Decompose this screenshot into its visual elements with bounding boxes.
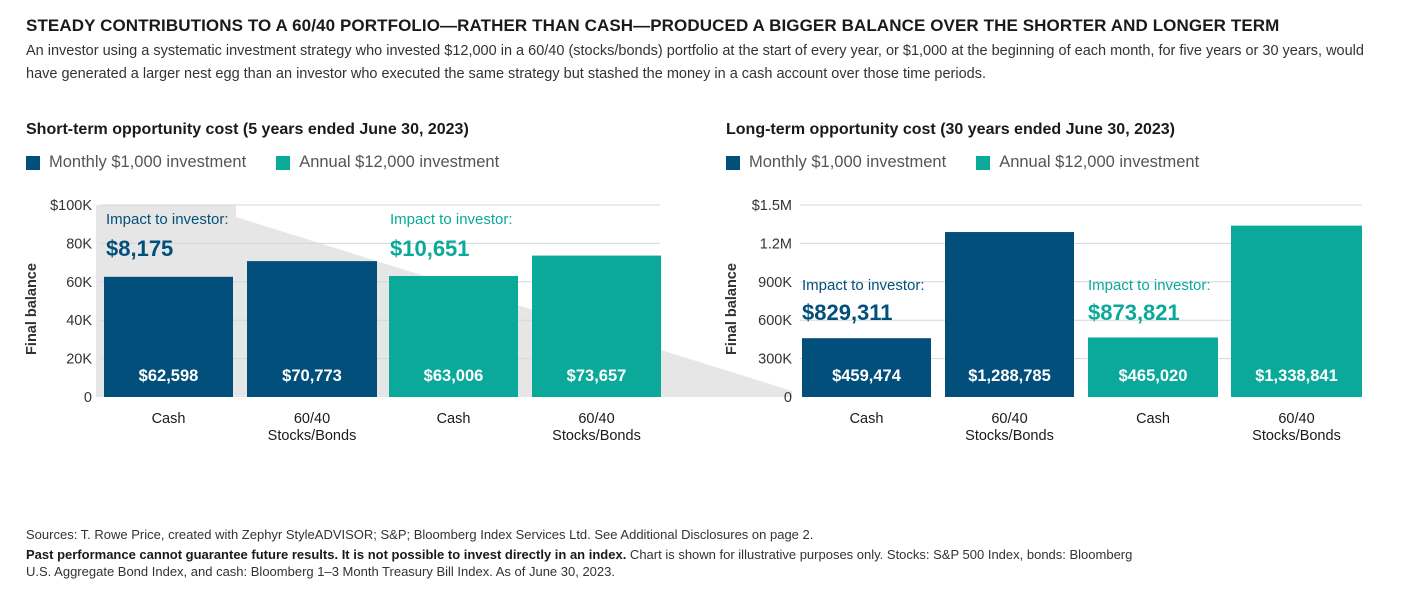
chart-short-term: 0 20K 40K 60K 80K $100K Final balance $62,598 Ca… bbox=[24, 198, 792, 444]
y-tick-label: 60K bbox=[66, 275, 92, 291]
bar-value-label: $62,598 bbox=[139, 367, 199, 385]
footer-disclaimer-rest: Chart is shown for illustrative purposes… bbox=[26, 547, 1133, 579]
legend-short-term: Monthly $1,000 investment Annual $12,000… bbox=[26, 153, 529, 172]
bar bbox=[247, 261, 377, 397]
y-tick-label: 600K bbox=[758, 313, 792, 329]
legend-label-monthly: Monthly $1,000 investment bbox=[749, 153, 947, 171]
legend-swatch-monthly bbox=[26, 155, 40, 170]
legend-swatch-monthly bbox=[726, 155, 740, 170]
y-tick-label: 20K bbox=[66, 352, 92, 368]
y-tick-label: 1.2M bbox=[760, 236, 792, 252]
annotation-value: $8,175 bbox=[106, 236, 173, 261]
bar bbox=[104, 276, 233, 397]
x-tick-label: Cash bbox=[437, 411, 471, 427]
bar bbox=[1088, 337, 1218, 397]
legend-label-monthly: Monthly $1,000 investment bbox=[49, 153, 247, 171]
annotation-value: $829,311 bbox=[802, 300, 893, 325]
footer-disclaimer-bold: Past performance cannot guarantee future… bbox=[26, 547, 627, 562]
x-tick-label: 60/40 bbox=[991, 411, 1027, 427]
legend-item-annual: Annual $12,000 investment bbox=[276, 153, 499, 172]
annotation-value: $873,821 bbox=[1088, 300, 1180, 325]
x-tick-label: Cash bbox=[850, 411, 884, 427]
annotation-label: Impact to investor: bbox=[106, 211, 229, 228]
annotation-label: Impact to investor: bbox=[390, 211, 513, 228]
legend-swatch-annual bbox=[276, 155, 291, 170]
bar-value-label: $465,020 bbox=[1119, 367, 1188, 385]
y-tick-label: 40K bbox=[66, 313, 92, 329]
chart-title-short-term: Short-term opportunity cost (5 years end… bbox=[26, 121, 469, 138]
y-tick-label: 900K bbox=[758, 275, 792, 291]
annotation-value: $10,651 bbox=[390, 236, 470, 261]
y-axis-label: Final balance bbox=[24, 263, 40, 355]
x-tick-label: Stocks/Bonds bbox=[1252, 428, 1341, 444]
y-tick-label: 80K bbox=[66, 236, 92, 252]
legend-item-monthly: Monthly $1,000 investment bbox=[26, 153, 246, 172]
x-tick-label: 60/40 bbox=[294, 411, 330, 427]
x-tick-label: Cash bbox=[1136, 411, 1170, 427]
page-subtitle: An investor using a systematic investmen… bbox=[26, 43, 1364, 82]
chart-title-long-term: Long-term opportunity cost (30 years end… bbox=[726, 121, 1175, 138]
annotation-label: Impact to investor: bbox=[802, 277, 925, 294]
x-tick-label: Stocks/Bonds bbox=[268, 428, 357, 444]
bar-value-label: $63,006 bbox=[424, 367, 484, 385]
bar-value-label: $73,657 bbox=[567, 367, 627, 385]
bar-value-label: $1,288,785 bbox=[968, 367, 1051, 385]
bar-value-label: $1,338,841 bbox=[1255, 367, 1338, 385]
bar-value-label: $459,474 bbox=[832, 367, 902, 385]
x-tick-label: 60/40 bbox=[578, 411, 614, 427]
y-axis-label: Final balance bbox=[724, 263, 740, 355]
legend-item-annual: Annual $12,000 investment bbox=[976, 153, 1199, 172]
legend-long-term: Monthly $1,000 investment Annual $12,000… bbox=[726, 153, 1229, 172]
x-tick-label: Stocks/Bonds bbox=[965, 428, 1054, 444]
bar bbox=[802, 338, 931, 397]
y-tick-label: $1.5M bbox=[752, 198, 792, 214]
x-tick-label: 60/40 bbox=[1278, 411, 1314, 427]
y-tick-label: 300K bbox=[758, 352, 792, 368]
annotation-label: Impact to investor: bbox=[1088, 277, 1211, 294]
footer-disclaimer: Past performance cannot guarantee future… bbox=[26, 546, 1156, 580]
legend-label-annual: Annual $12,000 investment bbox=[999, 153, 1200, 171]
legend-label-annual: Annual $12,000 investment bbox=[299, 153, 500, 171]
footer-sources: Sources: T. Rowe Price, created with Zep… bbox=[26, 527, 814, 542]
chart-long-term: 0 300K 600K 900K 1.2M $1.5M Final balance $459,… bbox=[724, 198, 1362, 444]
bar bbox=[945, 232, 1074, 397]
y-tick-label: $100K bbox=[50, 198, 92, 214]
legend-item-monthly: Monthly $1,000 investment bbox=[726, 153, 946, 172]
x-tick-label: Stocks/Bonds bbox=[552, 428, 641, 444]
bar bbox=[389, 276, 518, 397]
bar-value-label: $70,773 bbox=[282, 367, 342, 385]
bar bbox=[1231, 225, 1362, 397]
y-tick-label: 0 bbox=[784, 390, 792, 406]
bar bbox=[532, 255, 661, 397]
legend-swatch-annual bbox=[976, 155, 991, 170]
y-tick-label: 0 bbox=[84, 390, 92, 406]
page-title: STEADY CONTRIBUTIONS TO A 60/40 PORTFOLI… bbox=[26, 16, 1280, 35]
x-tick-label: Cash bbox=[152, 411, 186, 427]
